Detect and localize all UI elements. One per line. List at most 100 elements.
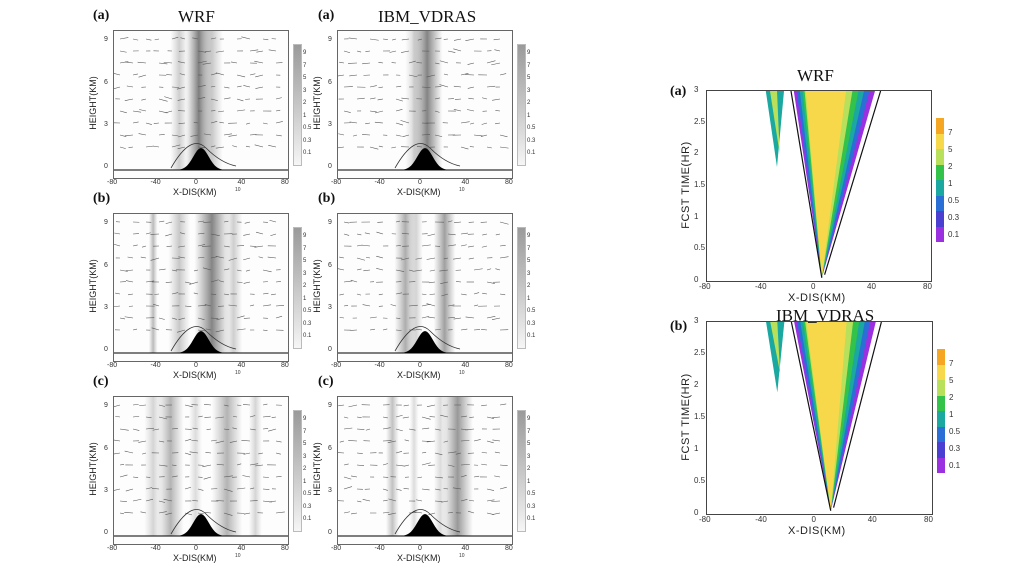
colorbar-tick-label: 1 bbox=[527, 295, 531, 302]
wind-vector bbox=[151, 488, 160, 490]
wind-vector bbox=[140, 511, 147, 514]
wind-vector bbox=[158, 416, 168, 420]
wind-vector bbox=[365, 50, 371, 52]
colorbar-tick-label: 0.3 bbox=[303, 320, 312, 327]
colorbar-tick-label: 0.3 bbox=[527, 320, 536, 327]
vertical-section-plot bbox=[113, 213, 289, 362]
wind-vector bbox=[119, 146, 126, 149]
wind-vector bbox=[465, 38, 475, 41]
wind-vector bbox=[165, 221, 173, 224]
wind-vector bbox=[132, 38, 139, 41]
wind-vector bbox=[491, 62, 501, 66]
colorbar-segment bbox=[937, 380, 945, 396]
precip-band bbox=[805, 91, 846, 278]
wind-vector bbox=[378, 62, 384, 64]
wind-vector bbox=[204, 304, 212, 307]
wind-vector bbox=[138, 74, 147, 78]
wind-vector bbox=[193, 292, 199, 295]
wind-vector bbox=[447, 511, 453, 514]
vertical-section-plot bbox=[337, 396, 513, 545]
wind-vector bbox=[348, 37, 358, 40]
colorbar bbox=[293, 227, 302, 349]
y-tick-label: 2.5 bbox=[694, 116, 706, 126]
wind-vector bbox=[114, 452, 121, 455]
wind-vector bbox=[494, 49, 501, 52]
wind-vector bbox=[132, 476, 139, 478]
wind-vector bbox=[249, 487, 255, 490]
colorbar-tick-label: 0.3 bbox=[527, 137, 536, 144]
x-tick-label: 0 bbox=[811, 282, 816, 291]
wind-vector bbox=[223, 428, 230, 431]
wind-vector bbox=[439, 60, 449, 64]
wind-vector bbox=[203, 476, 212, 480]
wind-vector bbox=[413, 511, 423, 514]
wind-vector bbox=[219, 121, 225, 124]
wind-vector bbox=[460, 475, 467, 478]
x-tick-label: 40 bbox=[237, 545, 246, 552]
wind-vector bbox=[395, 220, 400, 223]
wind-vector bbox=[426, 404, 436, 407]
wind-vector bbox=[443, 440, 449, 443]
wind-vector bbox=[210, 37, 217, 40]
wind-vector bbox=[210, 145, 216, 148]
y-tick-label: 2 bbox=[694, 380, 699, 389]
wind-vector bbox=[481, 122, 488, 125]
wind-vector bbox=[158, 134, 165, 136]
wind-vector bbox=[426, 74, 436, 78]
x-tick-label: 0 bbox=[418, 362, 422, 369]
wind-vector bbox=[258, 256, 264, 259]
colorbar-tick-label: 9 bbox=[303, 50, 307, 56]
wind-vector bbox=[275, 97, 282, 100]
wind-vector bbox=[460, 499, 468, 502]
wind-vector bbox=[499, 464, 508, 466]
wind-vector bbox=[486, 281, 495, 284]
shading-plume bbox=[144, 397, 162, 536]
wind-vector bbox=[210, 317, 219, 319]
wind-vector bbox=[382, 499, 388, 502]
wind-vector bbox=[395, 488, 402, 491]
wind-vector bbox=[210, 279, 219, 283]
wind-vector bbox=[481, 329, 488, 331]
colorbar-tick-label: 2 bbox=[949, 393, 954, 402]
wind-vector bbox=[275, 121, 283, 124]
wind-vector bbox=[249, 134, 257, 136]
wind-vector bbox=[434, 488, 441, 491]
wind-vector bbox=[193, 269, 199, 272]
wind-vector bbox=[378, 145, 384, 148]
wind-vector bbox=[421, 134, 431, 136]
wind-vector bbox=[338, 133, 345, 136]
wind-vector bbox=[404, 439, 410, 442]
wind-vector bbox=[434, 428, 441, 431]
wind-vector bbox=[492, 98, 501, 101]
wind-vector bbox=[218, 110, 225, 113]
wind-vector bbox=[395, 98, 403, 102]
wind-vector bbox=[132, 428, 140, 431]
colorbar bbox=[517, 227, 526, 349]
wind-vector bbox=[395, 451, 403, 454]
wind-vector bbox=[499, 256, 509, 259]
wind-vector bbox=[210, 439, 217, 442]
wind-vector bbox=[197, 244, 206, 247]
wind-vector bbox=[152, 428, 160, 431]
hovmoller-plot bbox=[706, 90, 932, 282]
wind-vector bbox=[269, 219, 277, 223]
x-tick-label: -40 bbox=[150, 179, 161, 186]
colorbar-tick-label: 1 bbox=[949, 410, 954, 419]
y-tick-label: 6 bbox=[328, 78, 332, 86]
colorbar-tick-label: 3 bbox=[303, 270, 307, 277]
vertical-section-plot bbox=[113, 30, 289, 179]
wind-vector bbox=[434, 328, 441, 331]
wind-vector bbox=[223, 245, 230, 248]
wind-vector bbox=[480, 134, 488, 137]
wind-vector bbox=[493, 38, 501, 41]
wrf-column-title: WRF bbox=[178, 7, 215, 26]
wind-vector bbox=[119, 512, 124, 515]
wind-vector bbox=[171, 144, 181, 148]
wind-vector bbox=[127, 293, 134, 296]
colorbar-tick-label: 9 bbox=[527, 416, 531, 422]
wind-vector bbox=[404, 464, 410, 467]
wind-vector bbox=[492, 416, 501, 418]
wind-vector bbox=[192, 37, 199, 40]
wind-vector bbox=[343, 233, 350, 236]
wind-vector bbox=[268, 145, 277, 148]
